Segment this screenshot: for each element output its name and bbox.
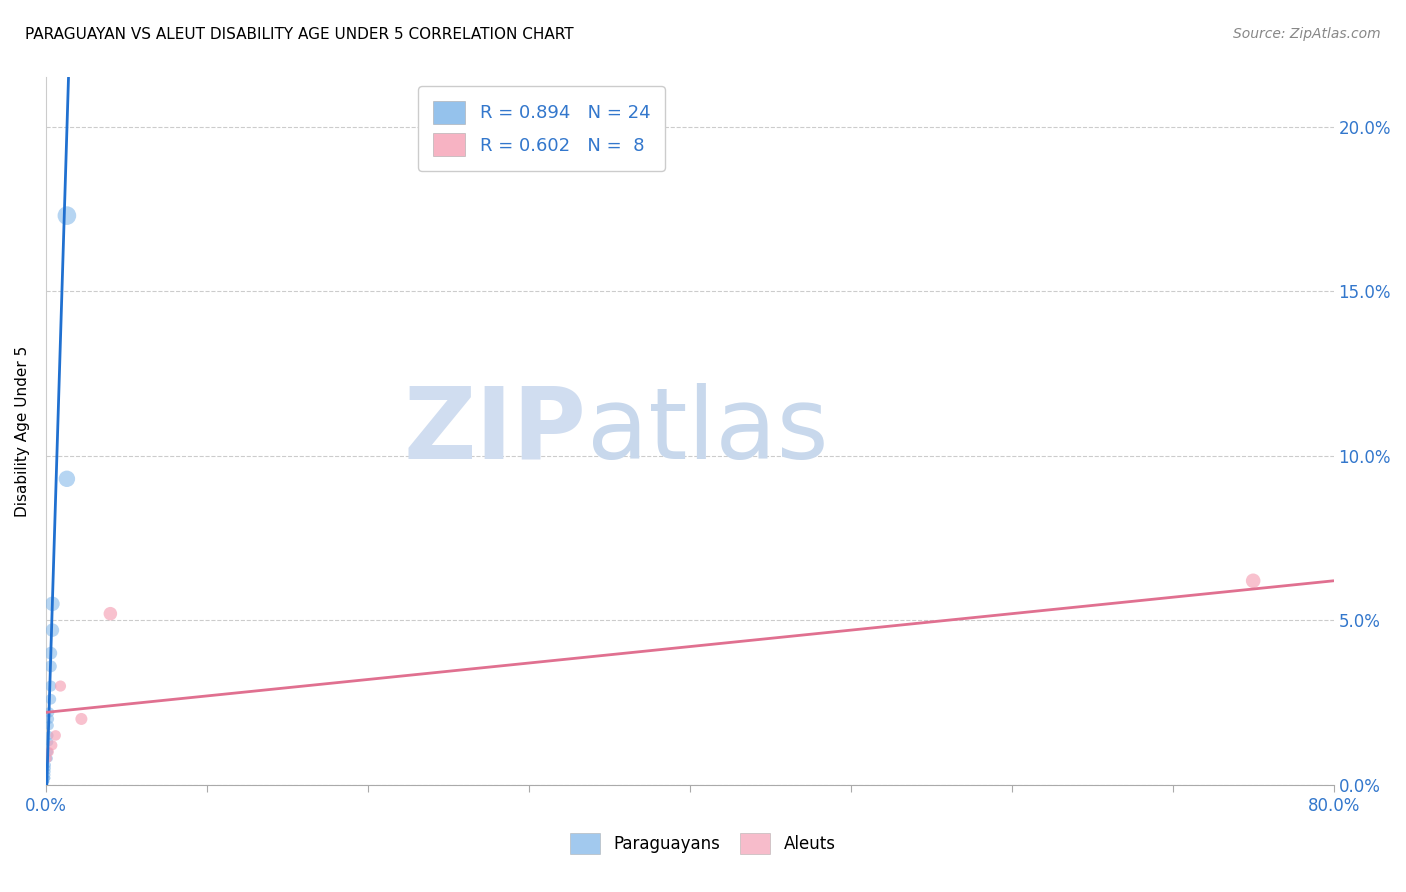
- Point: [56, 209, 79, 223]
- Point: [49, 679, 72, 693]
- Point: [41, 597, 63, 611]
- Point: [38, 735, 60, 749]
- Point: [37, 764, 59, 779]
- Point: [37, 771, 59, 785]
- Point: [37, 771, 59, 785]
- Text: Source: ZipAtlas.com: Source: ZipAtlas.com: [1233, 27, 1381, 41]
- Point: [38, 718, 60, 732]
- Point: [37, 751, 59, 765]
- Point: [39, 692, 62, 706]
- Point: [37, 761, 59, 775]
- Point: [35, 774, 58, 789]
- Point: [38, 751, 60, 765]
- Point: [39, 659, 62, 673]
- Point: [35, 774, 58, 789]
- Point: [38, 745, 60, 759]
- Legend: R = 0.894   N = 24, R = 0.602   N =  8: R = 0.894 N = 24, R = 0.602 N = 8: [419, 87, 665, 170]
- Text: PARAGUAYAN VS ALEUT DISABILITY AGE UNDER 5 CORRELATION CHART: PARAGUAYAN VS ALEUT DISABILITY AGE UNDER…: [25, 27, 574, 42]
- Point: [38, 728, 60, 742]
- Point: [39, 679, 62, 693]
- Point: [38, 712, 60, 726]
- Point: [38, 706, 60, 720]
- Point: [98, 607, 121, 621]
- Legend: Paraguayans, Aleuts: Paraguayans, Aleuts: [558, 821, 848, 866]
- Point: [37, 768, 59, 782]
- Point: [37, 758, 59, 772]
- Point: [38, 745, 60, 759]
- Point: [45, 728, 67, 742]
- Text: ZIP: ZIP: [404, 383, 586, 480]
- Text: atlas: atlas: [586, 383, 828, 480]
- Point: [39, 646, 62, 660]
- Point: [41, 739, 63, 753]
- Point: [70, 712, 93, 726]
- Y-axis label: Disability Age Under 5: Disability Age Under 5: [15, 345, 30, 516]
- Point: [35, 774, 58, 789]
- Point: [41, 623, 63, 637]
- Point: [56, 472, 79, 486]
- Point: [1241, 574, 1264, 588]
